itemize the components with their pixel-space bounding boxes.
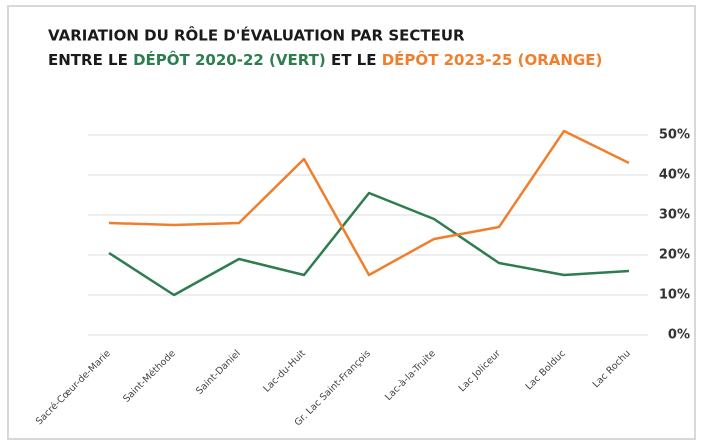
- y-tick-label: 40%: [659, 168, 690, 183]
- y-tick-label: 10%: [659, 288, 690, 303]
- subtitle-part: DÉPÔT 2023-25 (ORANGE): [382, 50, 603, 69]
- y-tick-label: 50%: [659, 128, 690, 143]
- subtitle-part: ET LE: [326, 51, 382, 69]
- series-line: [108, 191, 630, 297]
- subtitle-part: DÉPÔT 2020-22 (VERT): [133, 50, 326, 69]
- y-tick-label: 0%: [668, 328, 690, 343]
- y-tick-label: 20%: [659, 248, 690, 263]
- chart-subtitle: ENTRE LE DÉPÔT 2020-22 (VERT) ET LE DÉPÔ…: [48, 50, 602, 69]
- y-tick-label: 30%: [659, 208, 690, 223]
- series-line: [108, 129, 630, 277]
- chart-title: VARIATION DU RÔLE D'ÉVALUATION PAR SECTE…: [48, 26, 465, 45]
- subtitle-part: ENTRE LE: [48, 51, 133, 69]
